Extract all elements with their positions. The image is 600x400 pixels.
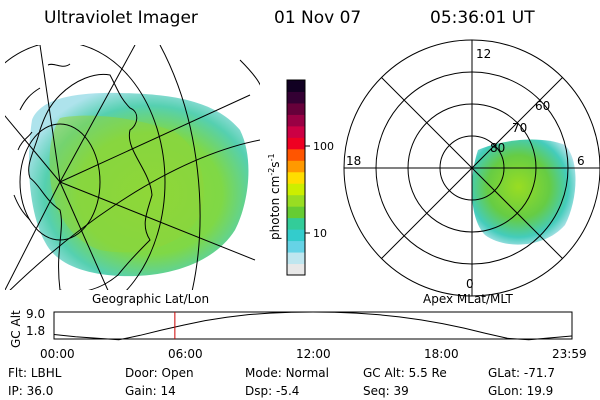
colorbar: 100 10 photon cm-2s-1 — [267, 79, 334, 276]
time-label: 05:36:01 UT — [430, 8, 535, 28]
colorbar-cell — [287, 194, 305, 207]
altitude-timeline: GC Alt 9.0 1.8 00:00 06:00 12:00 18:00 2… — [9, 307, 587, 361]
timeline-ytick-1-8: 1.8 — [26, 324, 45, 338]
timeline-xtick-1200: 12:00 — [296, 347, 331, 361]
gcalt-value: 5.5 Re — [408, 366, 447, 380]
flt-value: LBHL — [30, 366, 62, 380]
colorbar-tick-100: 100 — [313, 140, 334, 153]
colorbar-cell — [287, 263, 305, 276]
graticule — [5, 45, 260, 290]
colorbar-cell — [287, 217, 305, 230]
aurora-image-polar — [471, 139, 576, 245]
timeline-xtick-0000: 00:00 — [40, 347, 75, 361]
mlt-label-0: 0 — [466, 277, 474, 291]
glon-value: 19.9 — [526, 384, 554, 398]
mlt-label-12: 12 — [476, 47, 491, 61]
colorbar-cell — [287, 252, 305, 265]
lat-label-80: 80 — [490, 141, 505, 155]
lat-label-60: 60 — [535, 99, 550, 113]
date-label: 01 Nov 07 — [274, 8, 362, 28]
info-mode: Mode: Normal — [245, 366, 329, 380]
coastline — [28, 73, 153, 290]
colorbar-label: photon cm-2s-1 — [267, 153, 282, 240]
colorbar-cell — [287, 229, 305, 242]
colorbar-cell — [287, 171, 305, 184]
geographic-map — [5, 45, 260, 290]
info-glon: GLon: 19.9 — [488, 384, 554, 398]
timeline-xtick-0600: 06:00 — [168, 347, 203, 361]
info-ip: IP: 36.0 — [8, 384, 54, 398]
timeline-ylabel: GC Alt — [9, 310, 23, 348]
colorbar-cell — [287, 148, 305, 161]
timeline-xtick-2359: 23:59 — [552, 347, 587, 361]
info-dsp: Dsp: -5.4 — [245, 384, 300, 398]
gain-value: 14 — [160, 384, 176, 398]
ip-value: 36.0 — [26, 384, 54, 398]
mlt-label-18: 18 — [346, 154, 361, 168]
mode-value: Normal — [285, 366, 329, 380]
colorbar-cell — [287, 137, 305, 150]
info-door: Door: Open — [125, 366, 194, 380]
mlt-label-6: 6 — [577, 154, 585, 168]
colorbar-cell — [287, 240, 305, 253]
info-seq: Seq: 39 — [363, 384, 409, 398]
colorbar-cell — [287, 80, 305, 92]
colorbar-cell — [287, 125, 305, 138]
polar-map: 12 18 6 0 60 70 80 — [343, 39, 600, 297]
info-gcalt: GC Alt: 5.5 Re — [363, 366, 447, 380]
glat-value: -71.7 — [523, 366, 555, 380]
info-gain: Gain: 14 — [125, 384, 176, 398]
colorbar-cell — [287, 160, 305, 173]
colorbar-cell — [287, 102, 305, 115]
lat-label-70: 70 — [512, 121, 527, 135]
info-flt: Flt: LBHL — [8, 366, 62, 380]
door-value: Open — [161, 366, 194, 380]
colorbar-cell — [287, 114, 305, 127]
timeline-xtick-1800: 18:00 — [424, 347, 459, 361]
timeline-ytick-9: 9.0 — [26, 307, 45, 321]
colorbar-cell — [287, 206, 305, 219]
dsp-value: -5.4 — [275, 384, 300, 398]
geographic-label: Geographic Lat/Lon — [92, 292, 209, 306]
colorbar-cell — [287, 91, 305, 104]
instrument-title: Ultraviolet Imager — [44, 8, 198, 28]
apex-label: Apex MLat/MLT — [423, 292, 513, 306]
altitude-line — [53, 311, 572, 341]
seq-value: 39 — [393, 384, 409, 398]
colorbar-cell — [287, 183, 305, 196]
colorbar-tick-10: 10 — [313, 227, 327, 240]
info-glat: GLat: -71.7 — [488, 366, 555, 380]
